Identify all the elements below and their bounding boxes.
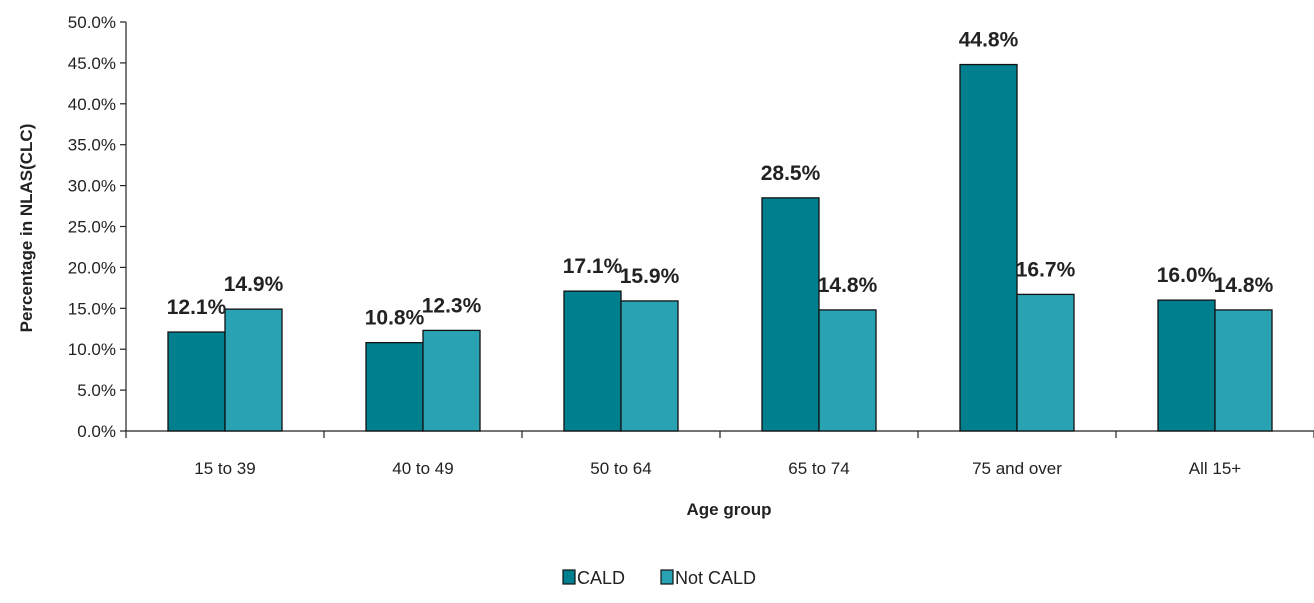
category-label: 50 to 64 [590,459,651,478]
data-label: 44.8% [959,29,1019,52]
y-axis-title: Percentage in NLAS(CLC) [17,124,36,333]
bar-not-cald [224,308,283,432]
y-tick-label: 50.0% [68,13,116,32]
category-label: 15 to 39 [194,459,255,478]
data-label: 10.8% [365,307,425,330]
bar-cald [563,290,622,432]
category-label: 75 and over [972,459,1062,478]
legend-label: CALD [577,568,625,588]
bar-cald [761,197,820,432]
legend: CALD Not CALD [562,568,756,588]
data-label: 12.3% [422,294,482,317]
data-label: 28.5% [761,162,821,185]
legend-label: Not CALD [675,568,756,588]
data-label: 14.8% [818,274,878,297]
data-label: 15.9% [620,265,680,288]
y-tick-label: 40.0% [68,95,116,114]
bar-not-cald [620,300,679,432]
y-tick-label: 20.0% [68,258,116,277]
bar-not-cald [1016,293,1075,432]
y-tick-label: 15.0% [68,299,116,318]
bar-not-cald [1214,309,1273,432]
data-labels: 12.1%14.9% 10.8%12.3% 17.1%15.9% 28.5% 14.8%… [167,29,1274,330]
bar-not-cald [422,329,481,432]
data-label: 14.9% [224,273,284,296]
data-label: 14.8% [1214,274,1274,297]
data-label: 12.1% [167,296,227,319]
category-label: All 15+ [1189,459,1242,478]
y-tick-label: 45.0% [68,54,116,73]
data-label: 17.1% [563,255,623,278]
y-tick-label: 35.0% [68,136,116,155]
bar-cald [167,331,226,432]
category-label: 65 to 74 [788,459,849,478]
data-label: 16.7% [1016,258,1076,281]
y-tick-label: 0.0% [77,422,116,441]
category-label: 40 to 49 [392,459,453,478]
bar-cald [959,63,1018,432]
bar-not-cald [818,309,877,432]
y-tick-label: 30.0% [68,177,116,196]
legend-swatch [660,569,674,585]
y-axis: 0.0% 5.0% 10.0% 15.0% 20.0% 25.0% 30.0% 35.0% 40… [68,13,127,441]
bar-cald [365,342,424,432]
x-axis: 15 to 39 40 to 49 50 to 64 65 to 74 75 and o… [125,430,1314,478]
legend-swatch [562,569,576,585]
y-tick-label: 25.0% [68,218,116,237]
bars [167,63,1273,432]
y-tick-label: 10.0% [68,340,116,359]
y-tick-label: 5.0% [77,381,116,400]
x-axis-title: Age group [687,500,772,519]
data-label: 16.0% [1157,264,1217,287]
bar-cald [1157,299,1216,432]
